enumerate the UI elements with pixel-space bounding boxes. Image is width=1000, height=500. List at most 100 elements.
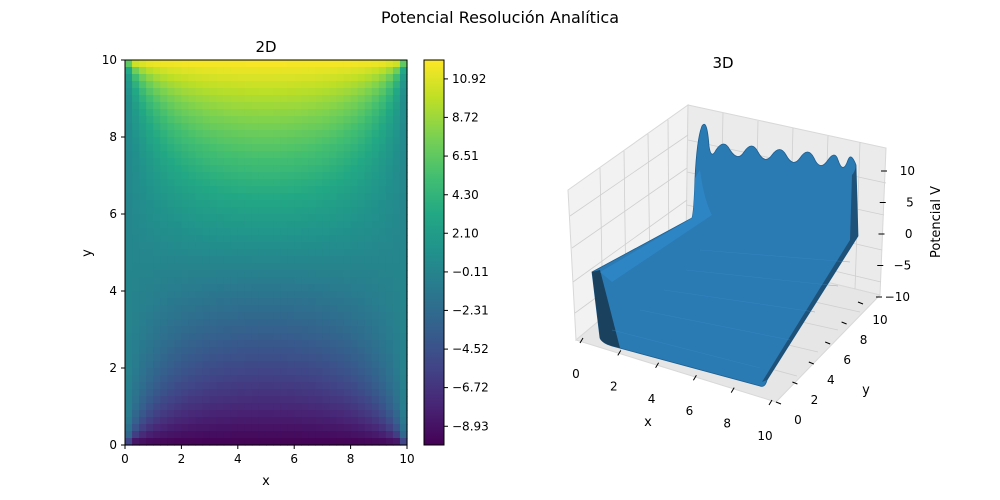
heatmap-cell [237,347,246,355]
heatmap-cell [230,256,239,264]
heatmap-cell [132,361,140,369]
heatmap-cell [230,368,239,376]
heatmap-cell [132,235,140,243]
heatmap-cell [280,389,288,397]
heatmap-cell [139,305,147,313]
surface-y-tick [808,361,814,365]
heatmap-cell [181,60,190,68]
heatmap-cell [216,312,225,320]
heatmap-cell [251,102,260,110]
heatmap-cell [343,333,352,341]
heatmap-cell [132,151,140,159]
heatmap-cell [364,333,373,341]
heatmap-cell [195,340,204,348]
heatmap-cell [392,144,401,152]
heatmap-cell [294,214,302,222]
heatmap-cell [188,284,197,292]
heatmap-cell [294,340,302,348]
heatmap-cell [244,438,253,446]
heatmap-cell [195,382,204,390]
heatmap-cell [273,88,281,96]
heatmap-cell [280,424,288,432]
heatmap-cell [378,130,387,138]
heatmap-cell [343,74,352,82]
heatmap-cell [350,151,359,159]
heatmap-cell [125,193,133,201]
heatmap-cell [322,214,331,222]
heatmap-cell [301,144,309,152]
heatmap-cell [223,95,232,103]
heatmap-cell [301,361,309,369]
heatmap-cell [237,305,246,313]
heatmap-cell [174,151,182,159]
heatmap-cell [350,200,359,208]
heatmap-cell [251,312,260,320]
heatmap-cell [371,95,380,103]
heatmap-cell [181,424,190,432]
heatmap-cell [280,438,288,446]
heatmap-cell [329,123,338,131]
heatmap-cell [392,60,401,68]
heatmap-cell [287,88,295,96]
heatmap-cell [160,298,168,306]
heatmap-cell [350,319,359,327]
heatmap-cell [329,249,338,257]
heatmap-cell [371,270,380,278]
heatmap-cell [301,130,309,138]
heatmap-cell [139,312,147,320]
heatmap-cell [364,179,373,187]
heatmap-cell [371,333,380,341]
colorbar-tick-label: −0.11 [452,265,489,279]
heatmap-cell [251,410,260,418]
heatmap-cell [146,291,154,299]
heatmap-cell [139,354,147,362]
heatmap-cell [160,319,168,327]
heatmap-cell [273,333,281,341]
heatmap-cell [188,228,197,236]
heatmap-cell [174,270,182,278]
heatmap-cell [174,382,182,390]
heatmap-cell [244,396,253,404]
heatmap-cell [287,277,295,285]
heatmap-cell [230,354,239,362]
heatmap-cell [350,207,359,215]
heatmap-cell [343,368,352,376]
heatmap-cell [223,424,232,432]
heatmap-cell [132,186,140,194]
heatmap-cell [146,368,154,376]
heatmap-cell [139,109,147,117]
heatmap-cell [364,130,373,138]
heatmap-cell [280,403,288,411]
heatmap-cell [244,116,253,124]
heatmap-cell [378,403,387,411]
heatmap-cell [132,123,140,131]
heatmap-cell [308,116,316,124]
heatmap-cell [336,263,345,271]
heatmap-cell [167,60,175,68]
colorbar-tick-label: 2.10 [452,226,479,240]
heatmap-cell [371,235,380,243]
heatmap-cell [244,144,253,152]
heatmap-cell [287,74,295,82]
heatmap-cell [216,417,225,425]
heatmap-cell [258,347,267,355]
heatmap-cell [357,81,366,89]
heatmap-cell [230,263,239,271]
heatmap-cell [153,270,161,278]
heatmap-cell [266,410,274,418]
heatmap-cell [378,382,387,390]
heatmap-cell [174,375,182,383]
heatmap-cell [244,242,253,250]
heatmap-cell [364,410,373,418]
colorbar-tick-label: −4.52 [452,342,489,356]
heatmap-cell [139,179,147,187]
heatmap-cell [209,382,218,390]
heatmap-cell [392,67,401,75]
heatmap-cell [195,214,204,222]
heatmap-cell [357,368,366,376]
heatmap-cell [160,95,168,103]
heatmap-cell [294,228,302,236]
heatmap-cell [139,102,147,110]
heatmap-cell [364,361,373,369]
